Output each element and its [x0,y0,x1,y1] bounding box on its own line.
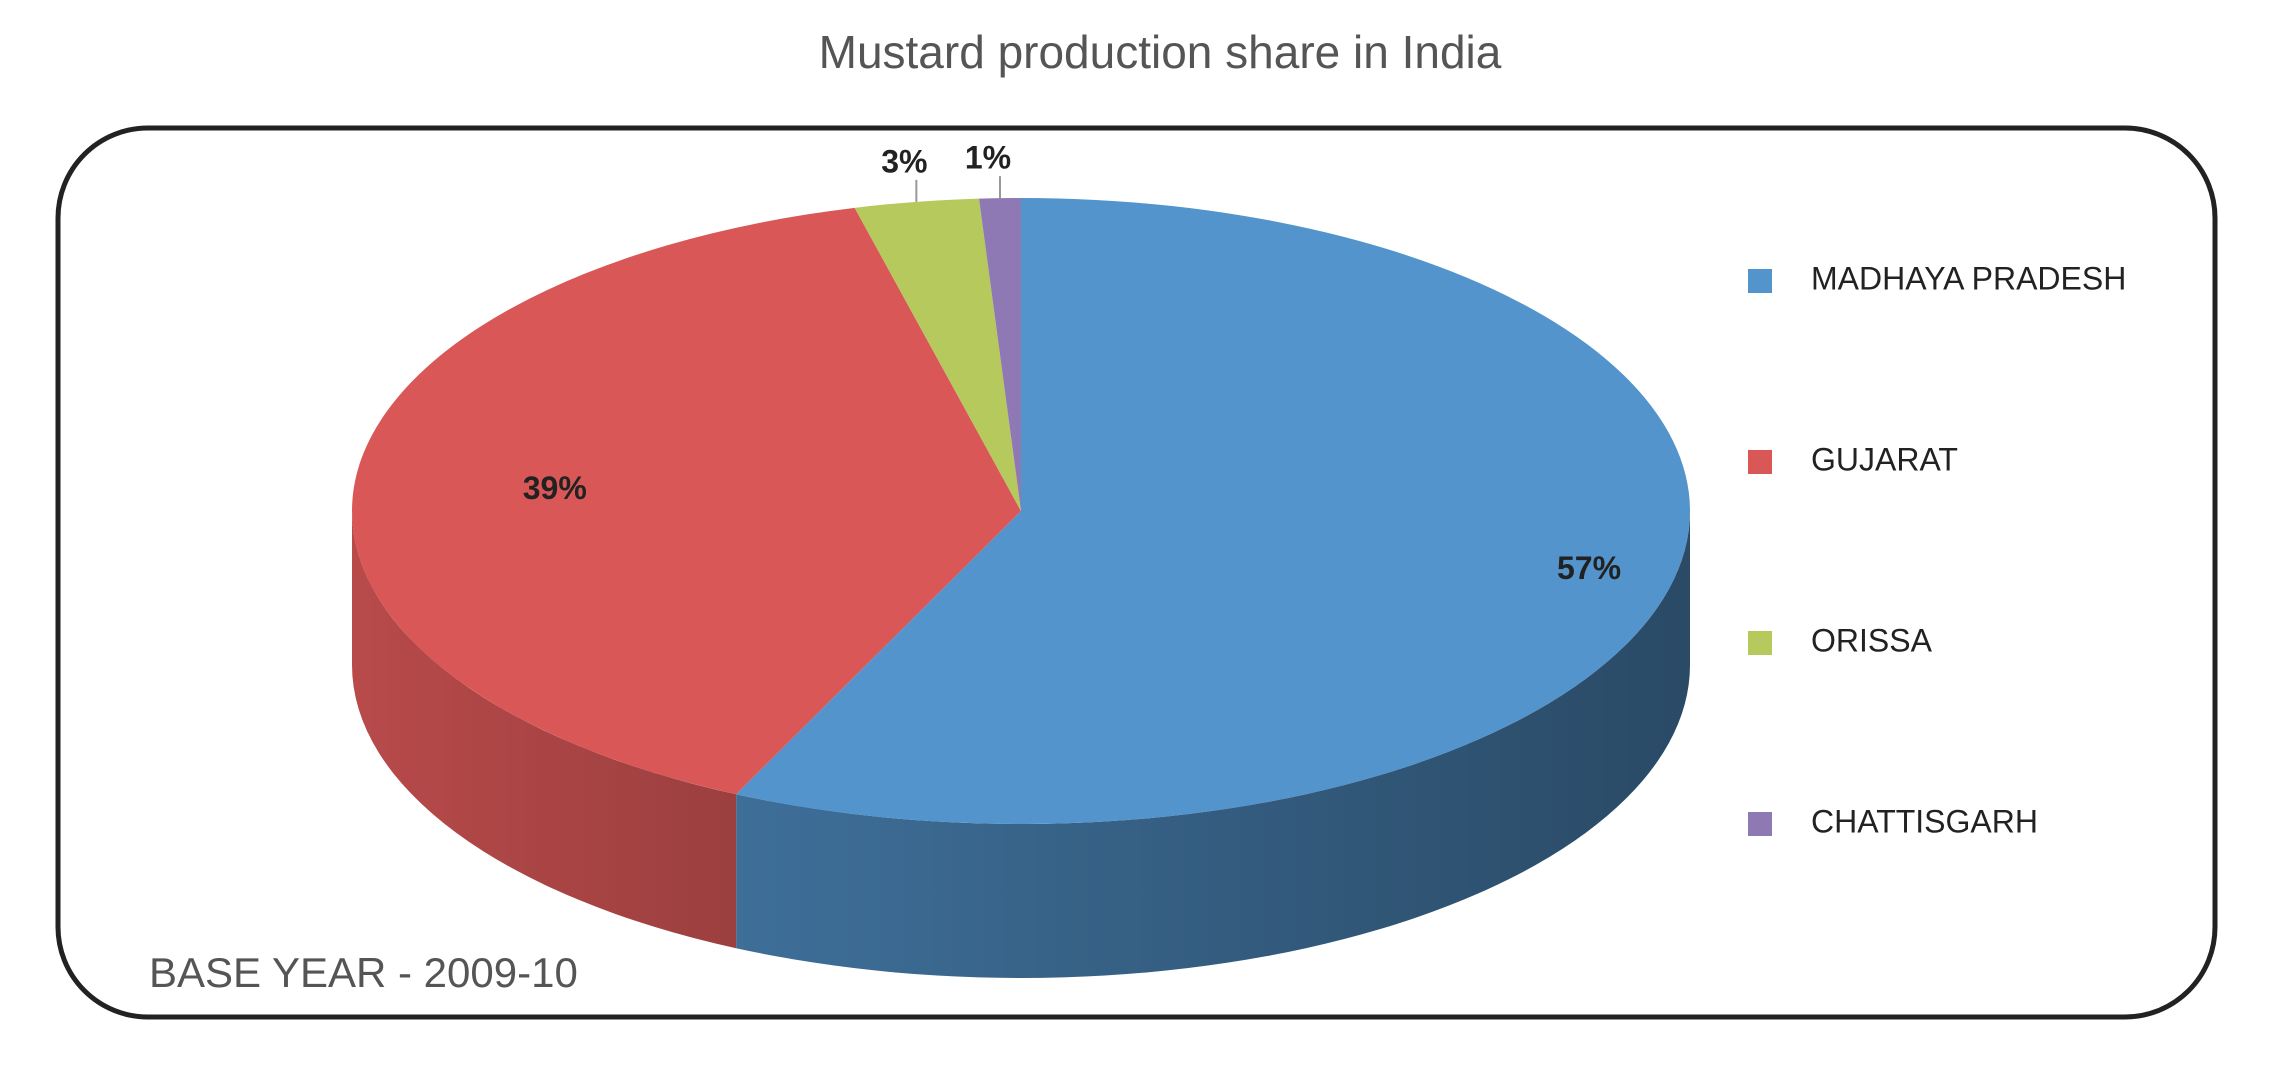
slice-side [352,511,737,949]
chart-title: Mustard production share in India [819,26,1502,78]
annotation: BASE YEAR - 2009-10 [149,949,578,996]
slice [854,198,1021,512]
legend-label: MADHAYA PRADESH [1811,260,2126,296]
legend-label: GUJARAT [1811,441,1958,477]
pie: 57% 39% 3% 1% [352,140,1691,979]
legend-swatch [1748,450,1772,474]
legend-swatch [1748,269,1772,293]
legend-label: ORISSA [1811,622,1933,658]
legend-swatch [1748,631,1772,655]
slice [736,198,1691,824]
data-label: 57% [1557,550,1621,586]
slice [352,207,1022,795]
data-label: 3% [881,143,927,179]
legend: MADHAYA PRADESH GUJARAT ORISSA CHATTISGARH [1748,260,2126,839]
data-label: 1% [965,140,1011,176]
legend-label: CHATTISGARH [1811,803,2038,839]
data-label: 39% [523,470,587,506]
slice-side [736,511,1690,979]
legend-swatch [1748,812,1772,836]
slice [978,198,1021,511]
